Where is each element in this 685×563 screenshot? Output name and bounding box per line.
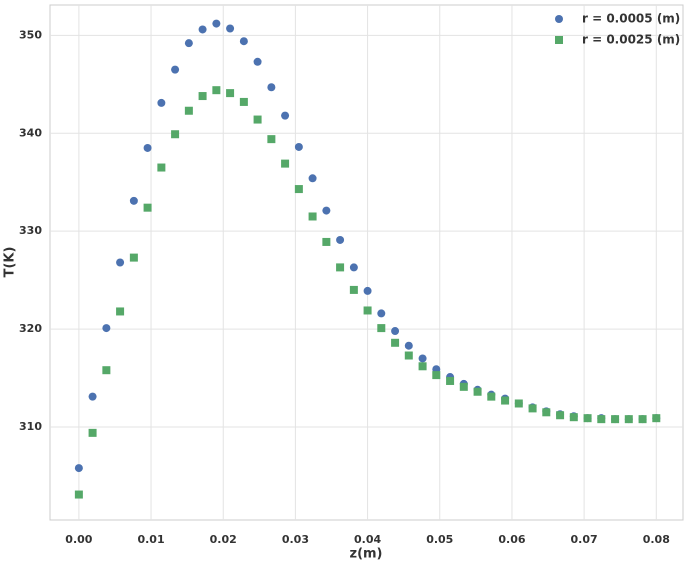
data-point	[404, 351, 413, 360]
data-point	[528, 404, 537, 413]
data-point	[569, 413, 578, 422]
data-point	[281, 159, 290, 168]
data-point	[418, 354, 427, 363]
data-point	[184, 39, 193, 48]
data-point	[336, 263, 345, 272]
data-point	[239, 37, 248, 46]
data-point	[597, 415, 606, 424]
data-point	[514, 399, 523, 408]
data-point	[322, 237, 331, 246]
y-tick-label: 330	[19, 224, 42, 237]
legend-label: r = 0.0025 (m)	[582, 33, 680, 47]
data-point	[652, 414, 661, 423]
legend-marker	[555, 15, 563, 23]
y-tick-label: 310	[19, 420, 42, 433]
data-point	[404, 341, 413, 350]
data-point	[157, 163, 166, 172]
data-point	[322, 206, 331, 215]
x-tick-label: 0.02	[210, 533, 237, 546]
data-point	[418, 362, 427, 371]
data-point	[281, 111, 290, 120]
data-point	[212, 86, 221, 95]
data-point	[267, 135, 276, 144]
data-point	[446, 376, 455, 385]
x-tick-label: 0.01	[137, 533, 164, 546]
data-point	[308, 212, 317, 221]
y-tick-label: 320	[19, 322, 42, 335]
data-point	[308, 174, 317, 183]
x-tick-label: 0.00	[65, 533, 92, 546]
data-point	[377, 309, 386, 318]
x-tick-label: 0.03	[282, 533, 309, 546]
data-point	[198, 25, 207, 34]
data-point	[363, 286, 372, 295]
data-point	[363, 306, 372, 315]
data-point	[391, 327, 400, 336]
data-point	[88, 428, 97, 437]
legend-marker	[555, 36, 563, 44]
data-point	[349, 263, 358, 272]
data-point	[624, 415, 633, 424]
data-point	[226, 89, 235, 98]
data-point	[253, 115, 262, 124]
x-tick-label: 0.04	[354, 533, 381, 546]
x-axis-label: z(m)	[350, 547, 383, 562]
data-point	[336, 235, 345, 244]
y-axis-label: T(K)	[3, 247, 18, 278]
data-point	[157, 98, 166, 107]
data-point	[116, 307, 125, 316]
data-point	[198, 92, 207, 101]
y-tick-label: 350	[19, 28, 42, 41]
data-point	[459, 382, 468, 391]
data-point	[542, 408, 551, 417]
data-point	[294, 142, 303, 151]
data-point	[239, 97, 248, 106]
data-point	[377, 324, 386, 333]
x-tick-label: 0.05	[426, 533, 453, 546]
data-point	[143, 143, 152, 152]
data-point	[129, 253, 138, 262]
data-point	[74, 464, 83, 473]
data-point	[638, 415, 647, 424]
x-tick-label: 0.08	[643, 533, 670, 546]
data-point	[267, 83, 276, 92]
data-point	[212, 19, 221, 28]
x-tick-label: 0.06	[498, 533, 525, 546]
data-point	[501, 396, 510, 405]
data-point	[88, 392, 97, 401]
data-point	[473, 387, 482, 396]
data-point	[226, 24, 235, 33]
data-point	[253, 57, 262, 66]
data-point	[171, 130, 180, 139]
data-point	[487, 392, 496, 401]
data-point	[129, 196, 138, 205]
x-tick-label: 0.07	[571, 533, 598, 546]
data-point	[143, 203, 152, 212]
data-point	[74, 490, 83, 499]
data-point	[556, 411, 565, 420]
plot-area	[49, 4, 684, 521]
data-point	[391, 338, 400, 347]
legend-label: r = 0.0005 (m)	[582, 12, 680, 26]
data-point	[294, 185, 303, 194]
data-point	[102, 366, 111, 375]
data-point	[116, 258, 125, 267]
data-point	[432, 371, 441, 380]
data-point	[184, 106, 193, 115]
data-point	[171, 65, 180, 74]
data-point	[611, 415, 620, 424]
data-point	[349, 285, 358, 294]
data-point	[583, 414, 592, 423]
y-tick-label: 340	[19, 126, 42, 139]
data-point	[102, 324, 111, 333]
